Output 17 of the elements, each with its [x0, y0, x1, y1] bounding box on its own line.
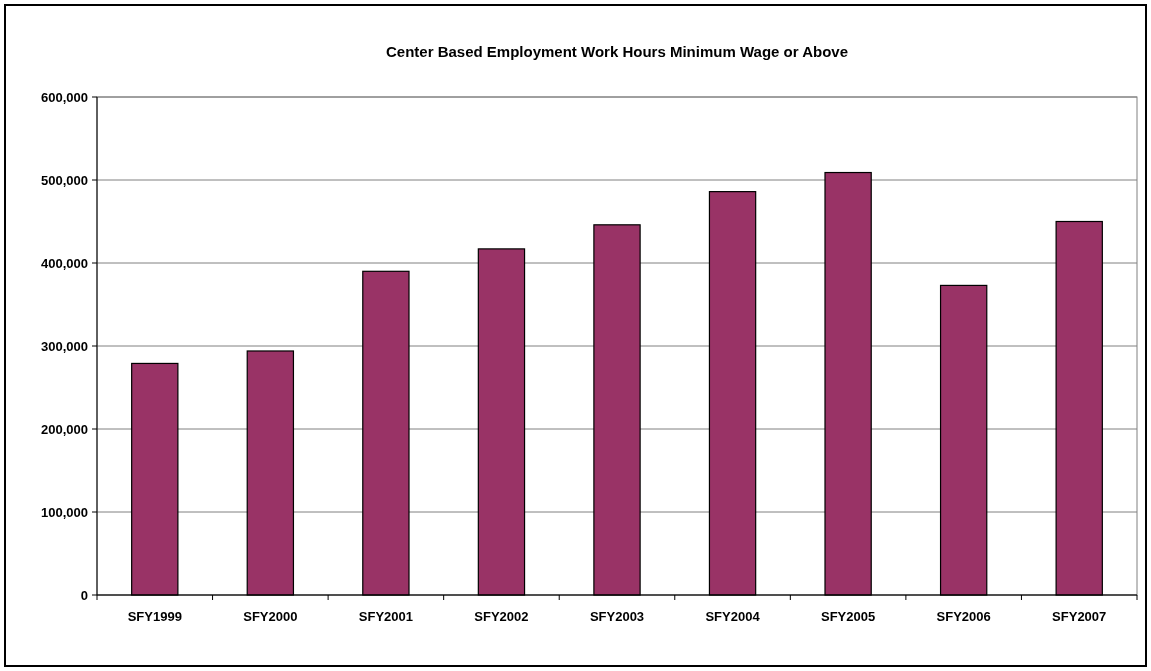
y-tick-label: 300,000 [41, 338, 88, 354]
x-tick-label: SFY2006 [936, 609, 991, 624]
x-tick-label: SFY2003 [589, 609, 645, 624]
y-tick-label: 600,000 [41, 89, 88, 105]
x-tick-label: SFY1999 [127, 609, 182, 624]
chart-title: Center Based Employment Work Hours Minimum Wage or Above [385, 43, 849, 60]
x-tick-label: SFY2002 [474, 609, 529, 624]
x-tick-label: SFY2004 [705, 609, 761, 624]
x-tick-label: SFY2000 [243, 609, 298, 624]
y-tick-label: 500,000 [41, 172, 88, 188]
y-tick-label: 0 [80, 587, 88, 603]
y-tick-label: 100,000 [41, 504, 88, 520]
x-tick-label: SFY2001 [358, 609, 413, 624]
y-tick-label: 400,000 [41, 255, 88, 271]
x-tick-label: SFY2005 [821, 609, 876, 624]
x-tick-label: SFY2007 [1052, 609, 1107, 624]
y-tick-label: 200,000 [41, 421, 88, 437]
